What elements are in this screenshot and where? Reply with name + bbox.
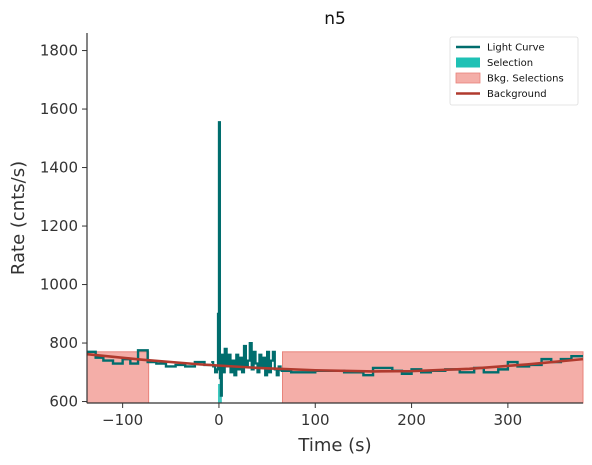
y-axis-ticks: 600 800 1000 1200 1400 1600 1800: [40, 42, 87, 411]
background-model-series: [86, 352, 584, 373]
y-tick-label: 1400: [40, 159, 78, 177]
chart-title: n5: [324, 9, 346, 29]
x-tick-label: −100: [102, 411, 143, 429]
bkg-selection-region-1: [282, 351, 584, 404]
light-curve-burst: [211, 121, 282, 397]
x-tick-label: 300: [494, 411, 523, 429]
legend-label: Light Curve: [487, 43, 545, 54]
bkg-selection-regions: [86, 351, 584, 404]
background-model-line: [86, 352, 584, 373]
legend-label: Bkg. Selections: [487, 74, 564, 85]
y-tick-label: 1000: [40, 276, 78, 294]
y-tick-label: 600: [49, 393, 78, 411]
legend-label: Selection: [487, 58, 533, 69]
x-axis-ticks: −100 0 100 200 300: [102, 403, 522, 429]
light-curve-left: [87, 349, 212, 368]
y-tick-label: 1600: [40, 100, 78, 118]
legend-swatch-patch: [455, 72, 481, 84]
x-tick-label: 100: [301, 411, 330, 429]
y-tick-label: 1800: [40, 42, 78, 60]
legend: Light Curve Selection Bkg. Selections Backg…: [449, 36, 579, 106]
legend-frame: [449, 36, 579, 106]
y-axis-title: Rate (cnts/s): [8, 161, 29, 275]
legend-label: Background: [487, 89, 547, 100]
legend-swatch-patch: [456, 57, 480, 68]
x-axis-title: Time (s): [297, 435, 371, 456]
y-tick-label: 800: [49, 334, 78, 352]
x-tick-label: 200: [397, 411, 426, 429]
x-tick-label: 0: [214, 411, 224, 429]
y-tick-label: 1200: [40, 217, 78, 235]
